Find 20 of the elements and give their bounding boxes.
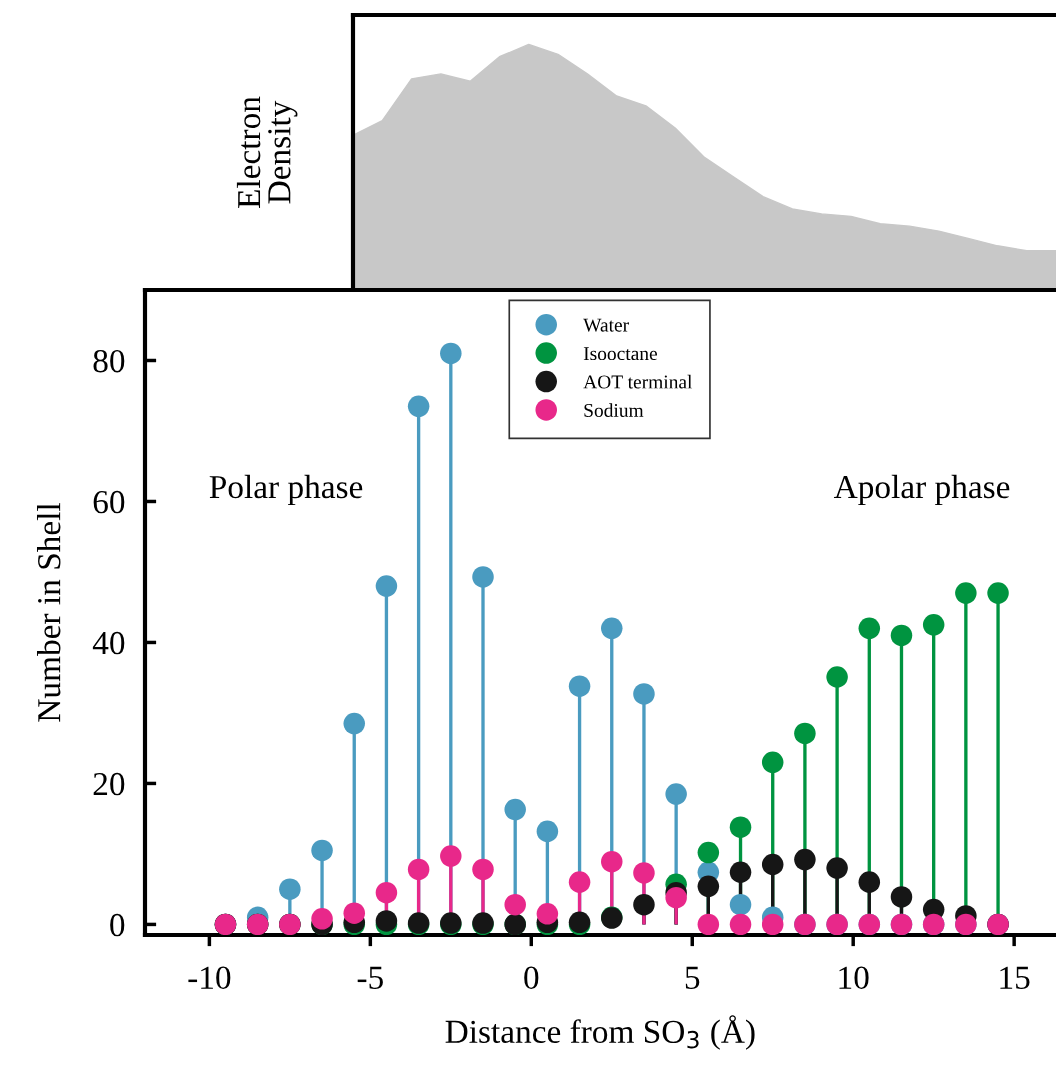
x-tick-label: -10: [188, 966, 231, 990]
y-tick-label: 20: [93, 772, 125, 796]
legend-label: Sodium: [584, 403, 644, 417]
x-axis-title: Distance from SO$_{3}$ (Å): [445, 1015, 755, 1050]
y-tick-label: 60: [93, 490, 125, 514]
y-tick-label: 40: [92, 631, 125, 655]
legend-label: Water: [583, 318, 629, 332]
legend-label: Isooctane: [583, 347, 657, 361]
legend-label: AOT terminal: [583, 374, 693, 389]
annotation: Polar phase: [209, 474, 363, 506]
x-tick-label: 0: [524, 966, 539, 990]
x-tick-label: -5: [357, 966, 383, 990]
x-tick-label: 15: [1000, 966, 1030, 990]
y-axis-title: Number in Shell: [36, 502, 61, 722]
x-tick-label: 5: [685, 966, 700, 990]
annotation: Apolar phase: [833, 474, 1010, 506]
y-tick-label: 0: [110, 913, 125, 937]
y-axis-title: Electron Density: [236, 96, 298, 208]
x-tick-label: 10: [839, 966, 869, 990]
y-tick-label: 80: [93, 349, 125, 373]
